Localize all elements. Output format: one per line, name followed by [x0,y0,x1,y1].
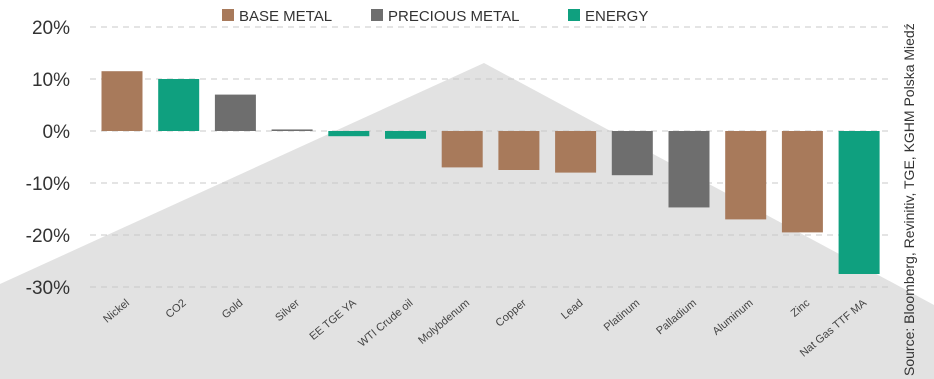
y-tick-label: -30% [26,278,70,299]
bar-copper [498,131,540,170]
y-tick-label: 0% [43,122,71,143]
bar-nickel [101,71,143,131]
y-tick-label: 20% [32,18,70,39]
legend-label: ENERGY [585,8,648,25]
source-note: Source: Bloomberg, Revinitiv, TGE, KGHM … [901,23,917,376]
bar-ee-tge-ya [328,131,370,137]
legend-swatch [568,9,580,21]
legend-label: BASE METAL [239,8,332,25]
legend-swatch [371,9,383,21]
y-tick-label: 10% [32,70,70,91]
bar-platinum [611,131,653,176]
legend: BASE METAL PRECIOUS METAL ENERGY [222,8,648,25]
bar-palladium [668,131,710,208]
bar-gold [214,94,256,131]
bar-zinc [781,131,823,233]
bar-aluminum [725,131,767,220]
bar-molybdenum [441,131,483,168]
y-tick-label: -10% [26,174,70,195]
bar-silver [271,129,313,131]
legend-label: PRECIOUS METAL [388,8,519,25]
bar-wti-crude-oil [385,131,426,139]
bar-lead [555,131,597,173]
y-axis-ticks: 20% 10% 0% -10% -20% -30% [26,18,70,299]
y-tick-label: -20% [26,226,70,247]
legend-swatch [222,9,234,21]
bar-nat-gas-ttf-ma [838,131,880,274]
bars [101,71,880,274]
bar-co2 [158,79,200,131]
background-watermark-shape [0,63,934,379]
